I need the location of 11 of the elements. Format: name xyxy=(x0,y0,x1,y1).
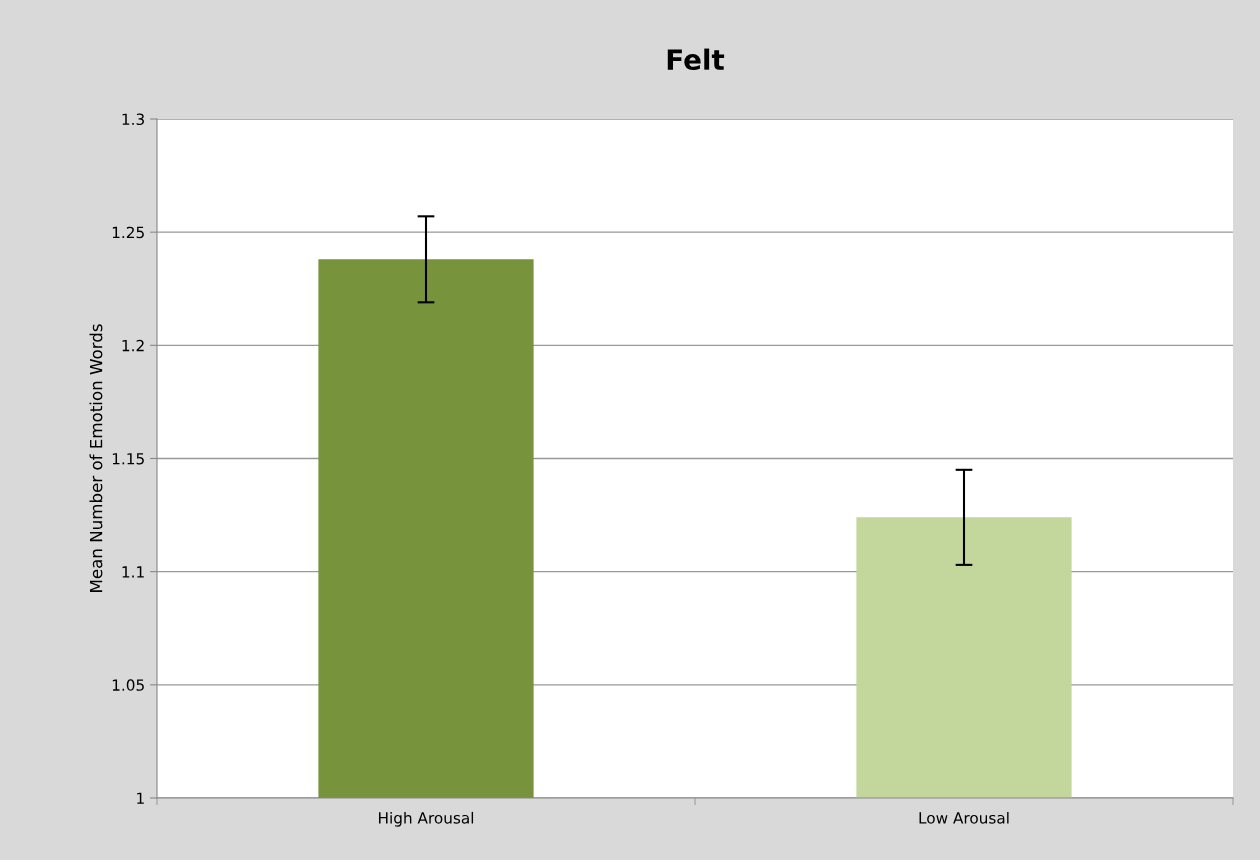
y-tick-label: 1 xyxy=(137,792,144,804)
chart-title: Felt xyxy=(667,48,725,71)
y-tick-label: 1.25 xyxy=(112,226,144,239)
y-tick-label: 1.15 xyxy=(112,453,144,465)
y-tick-label: 1.2 xyxy=(122,339,144,352)
y-tick-label: 1.05 xyxy=(112,679,144,691)
x-tick-label: High Arousal xyxy=(379,811,474,827)
y-tick-label: 1.3 xyxy=(122,113,144,126)
y-tick-label: 1.1 xyxy=(122,566,144,578)
y-axis-title: Mean Number of Emotion Words xyxy=(89,324,103,592)
x-tick-label: Low Arousal xyxy=(919,811,1009,824)
